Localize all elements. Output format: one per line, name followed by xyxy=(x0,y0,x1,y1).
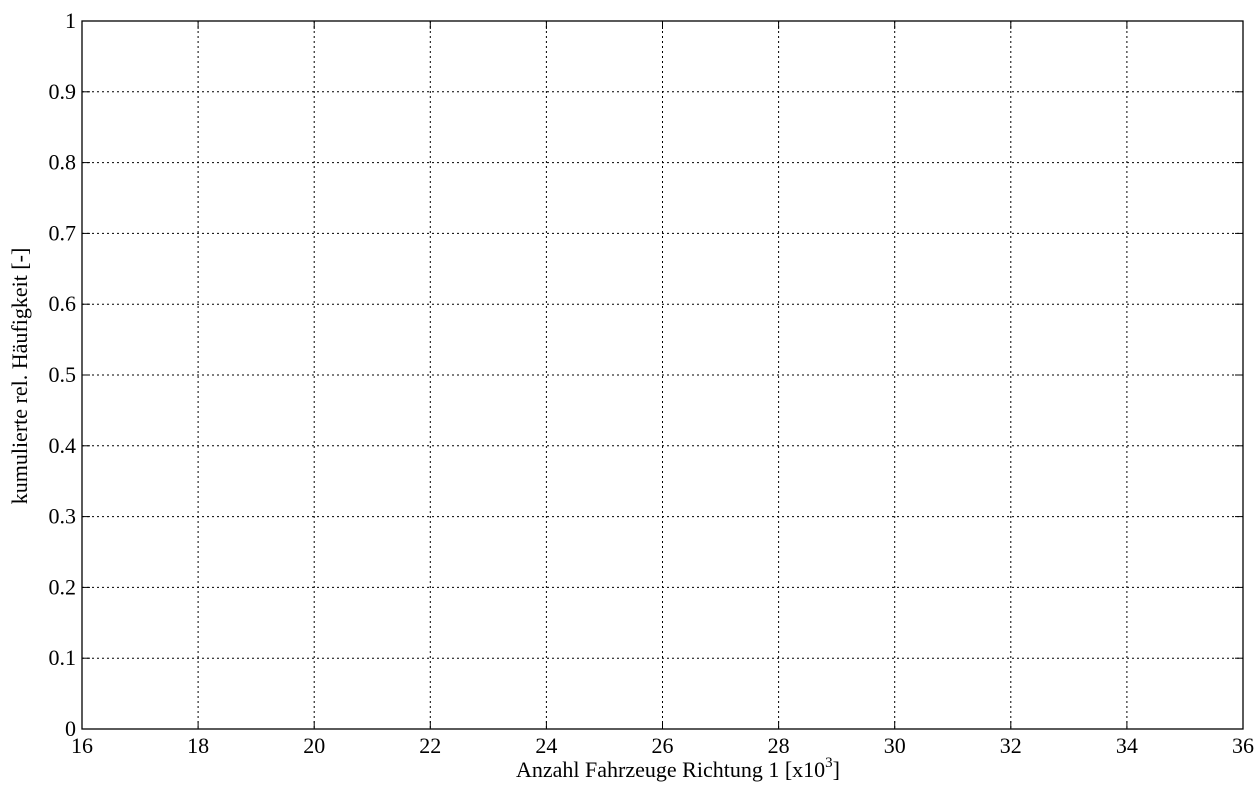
x-tick-label: 32 xyxy=(1000,733,1022,758)
x-tick-label: 34 xyxy=(1116,733,1138,758)
x-axis-label: Anzahl Fahrzeuge Richtung 1 [x103] xyxy=(516,755,840,782)
y-tick-label: 0.9 xyxy=(49,79,77,104)
x-tick-label: 36 xyxy=(1232,733,1254,758)
x-tick-label: 22 xyxy=(419,733,441,758)
x-tick-label: 26 xyxy=(652,733,674,758)
y-tick-label: 0.4 xyxy=(49,433,77,458)
y-tick-label: 0.5 xyxy=(49,362,77,387)
grid-layer xyxy=(82,21,1243,729)
x-tick-label: 24 xyxy=(535,733,557,758)
x-tick-label: 20 xyxy=(303,733,325,758)
x-tick-label: 30 xyxy=(884,733,906,758)
y-tick-label: 0.3 xyxy=(49,504,77,529)
y-tick-label: 0.2 xyxy=(49,574,77,599)
y-tick-label: 0.6 xyxy=(49,291,77,316)
x-tick-label: 28 xyxy=(768,733,790,758)
y-tick-label: 0.8 xyxy=(49,150,77,175)
x-tick-label: 16 xyxy=(71,733,93,758)
y-tick-label: 0 xyxy=(65,716,76,741)
y-tick-label: 1 xyxy=(65,8,76,33)
y-tick-label: 0.7 xyxy=(49,220,77,245)
tick-layer: 16 18 20 22 24 26 28 30 32 34 36 0 0.1 0.2 0.3 0.4 0.5 0.… xyxy=(49,8,1255,758)
y-axis-label: kumulierte rel. Häufigkeit [-] xyxy=(7,248,32,505)
y-tick-label: 0.1 xyxy=(49,645,77,670)
x-tick-label: 18 xyxy=(187,733,209,758)
